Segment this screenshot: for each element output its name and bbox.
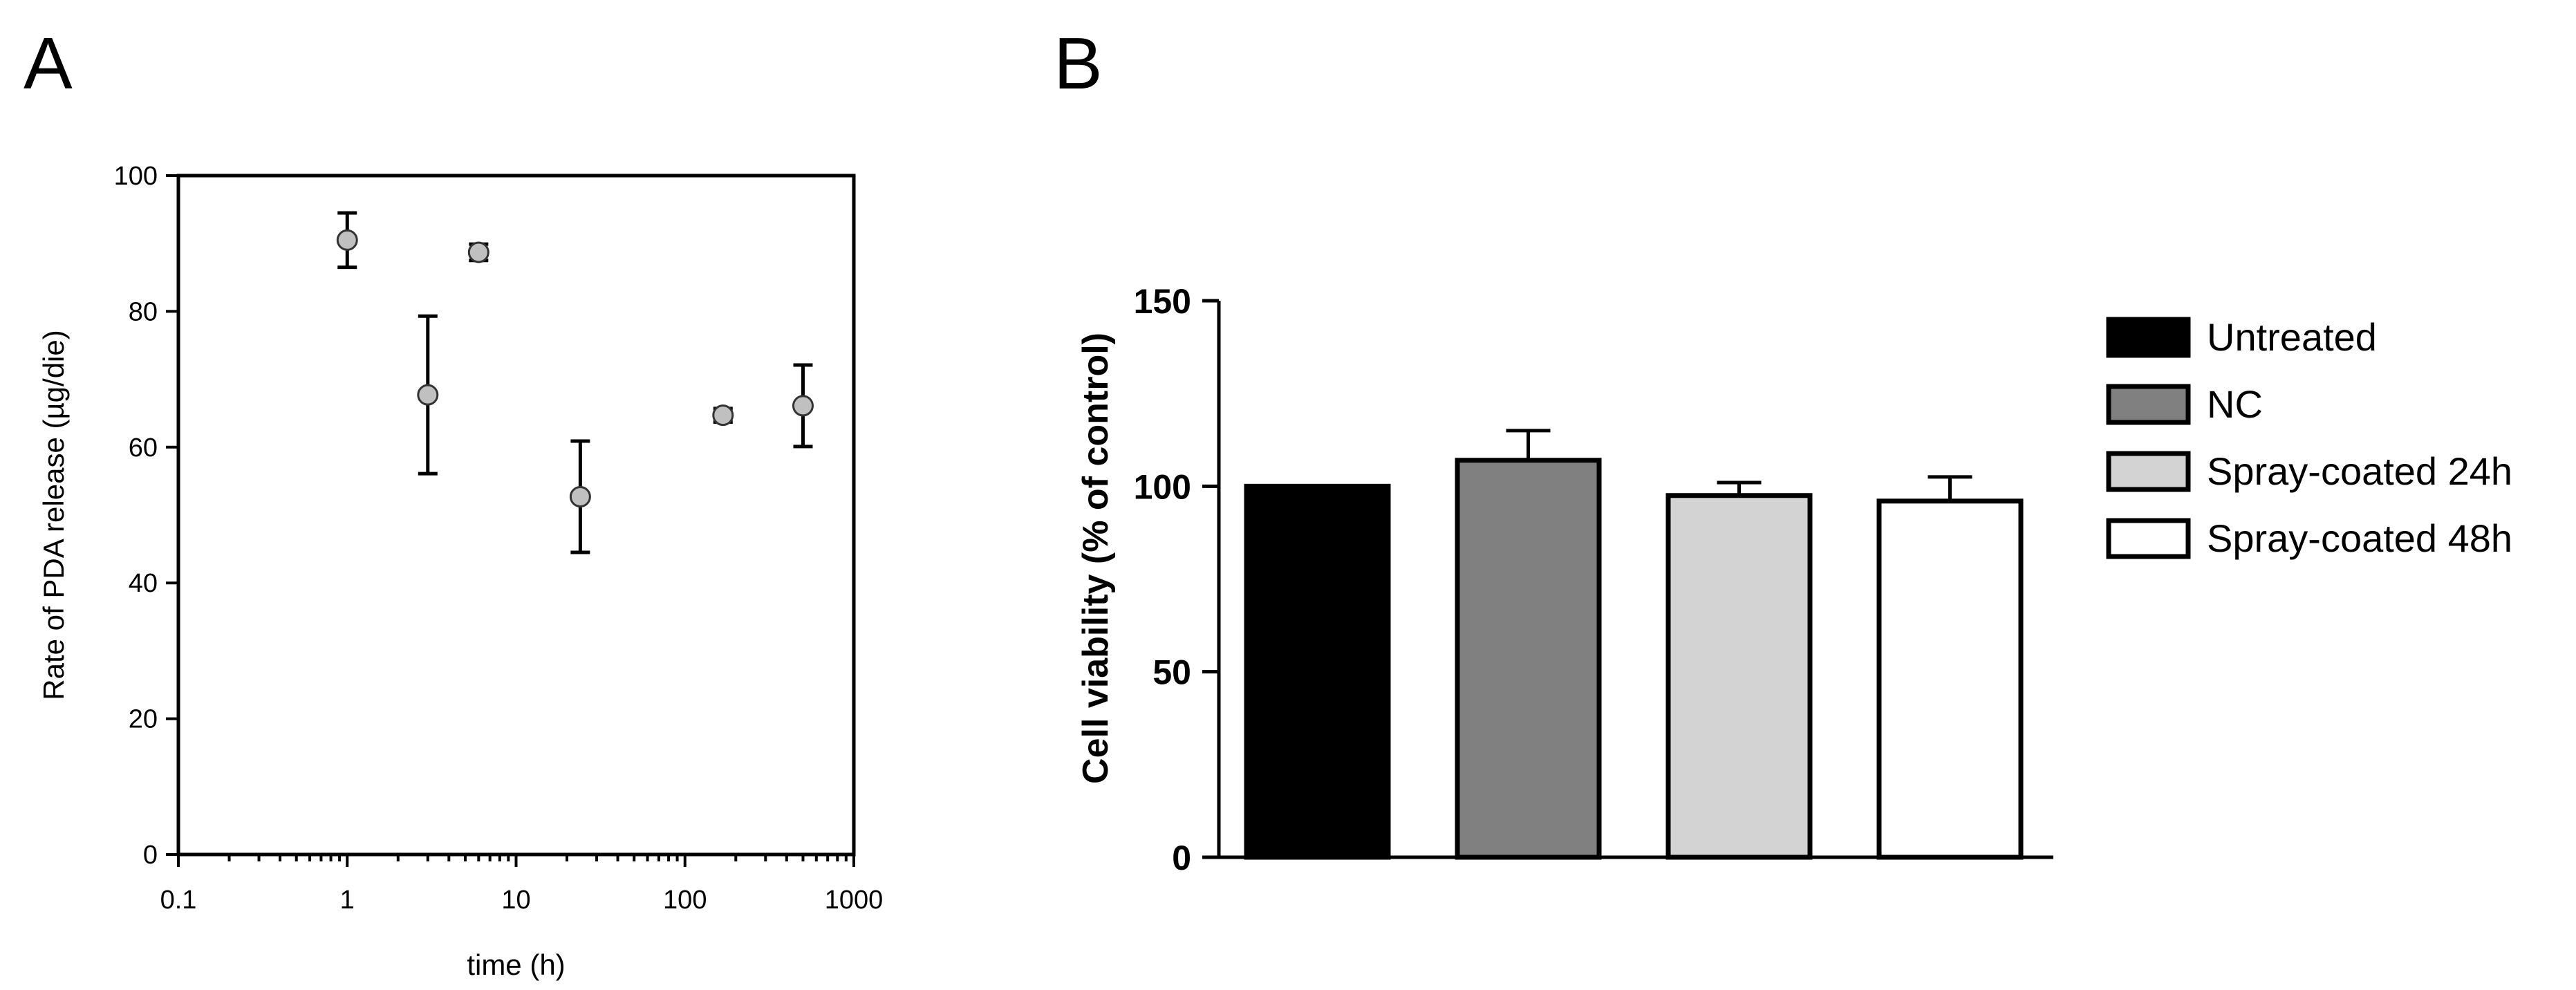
y-tick-label-b: 0: [1172, 839, 1191, 877]
y-tick-label-a: 100: [114, 162, 158, 191]
legend-swatch: [2106, 451, 2191, 492]
y-tick-label-b: 100: [1134, 467, 1191, 506]
x-tick-label-a: 1000: [825, 886, 884, 915]
y-tick-label-a: 40: [129, 569, 158, 598]
y-axis-title-b: Cell viability (% of control): [1076, 333, 1116, 784]
y-tick-label-a: 0: [143, 841, 158, 870]
legend-label: Spray-coated 48h: [2207, 516, 2512, 560]
y-axis-title-a: Rate of PDA release (µg/die): [37, 330, 70, 700]
legend-swatch: [2106, 518, 2191, 559]
y-tick-label-b: 50: [1152, 653, 1191, 692]
y-tick-label-b: 150: [1134, 282, 1191, 321]
data-point-a: [712, 404, 734, 427]
bar-2: [1455, 458, 1602, 860]
x-tick-label-a: 100: [663, 886, 707, 915]
legend-swatch: [2106, 317, 2191, 358]
data-point-a: [417, 384, 439, 406]
legend-label: Spray-coated 24h: [2207, 449, 2512, 493]
x-tick-label-a: 0.1: [160, 886, 197, 915]
x-tick-label-a: 1: [340, 886, 355, 915]
data-point-a: [569, 485, 591, 507]
y-tick-label-a: 60: [129, 433, 158, 463]
cell-viability-chart: 0 50 100 150 Cell viability (% of control) Un…: [1076, 282, 2512, 877]
release-rate-chart: 0 20 40 60 80 100 0.1 1 10 100 1000 time (h) Rate of…: [37, 162, 883, 981]
legend-swatch: [2106, 384, 2191, 425]
panel-label-b: B: [1054, 23, 1103, 104]
y-tick-label-a: 20: [129, 705, 158, 734]
data-point-a: [336, 229, 358, 251]
x-axis-title-a: time (h): [467, 949, 565, 981]
legend-label: NC: [2207, 382, 2263, 426]
data-point-a: [467, 241, 489, 263]
legend-label: Untreated: [2207, 315, 2377, 359]
y-tick-label-a: 80: [129, 297, 158, 326]
bar-1: [1244, 483, 1391, 860]
panel-label-a: A: [24, 23, 73, 104]
plot-frame-a: [176, 174, 856, 857]
bar-4: [1876, 498, 2024, 860]
bar-3: [1665, 493, 1813, 860]
data-point-a: [792, 395, 814, 417]
x-tick-label-a: 10: [501, 886, 530, 915]
